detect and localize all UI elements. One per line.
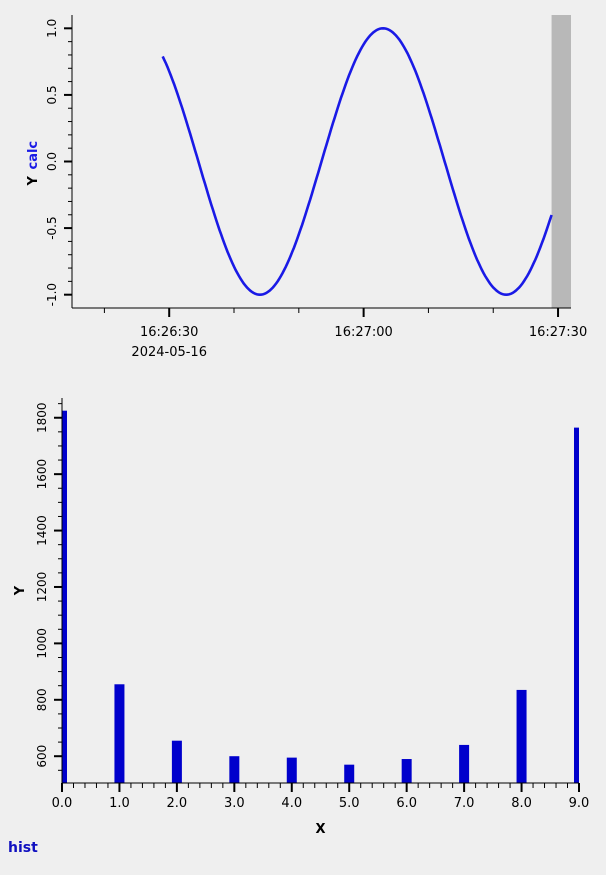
hist-footer-label: hist — [8, 840, 38, 856]
top-x-tick-label: 16:27:00 — [334, 325, 392, 340]
histogram-bar — [171, 740, 182, 783]
shaded-region — [551, 15, 571, 308]
bottom-x-tick-label: 3.0 — [224, 796, 245, 811]
histogram-bar — [516, 689, 527, 783]
bottom-y-tick-label: 1200 — [35, 572, 49, 603]
histogram-bar — [459, 744, 470, 783]
top-ylabel-text: Y — [26, 176, 41, 187]
hist-bar-chart: 600 800 1000 1200 1400 1600 1800 0.0 1.0 2.0 3.0 4.… — [13, 398, 589, 837]
histogram-bars — [62, 410, 579, 783]
bottom-x-tick-label: 5.0 — [339, 796, 360, 811]
bottom-x-tick-label: 6.0 — [396, 796, 417, 811]
histogram-bar — [401, 759, 412, 783]
calc-time-series-chart: 1.0 0.5 0.0 -0.5 -1.0 16:26:30 16:27:00 16:27:3… — [26, 15, 587, 360]
bottom-y-tick-label: 1400 — [35, 515, 49, 546]
bottom-x-tick-label: 7.0 — [454, 796, 475, 811]
top-y-tick-label: 0.5 — [45, 85, 59, 104]
bottom-chart-axes: 600 800 1000 1200 1400 1600 1800 0.0 1.0 2.0 3.0 4.… — [35, 398, 589, 811]
histogram-bar — [574, 427, 579, 783]
histogram-bar — [114, 684, 125, 783]
x-axis-date-label: 2024-05-16 — [131, 345, 207, 360]
top-y-tick-label: 0.0 — [45, 152, 59, 171]
histogram-bar — [229, 756, 240, 783]
bottom-y-tick-label: 600 — [35, 745, 49, 768]
y-axis-label: Y — [13, 585, 28, 596]
histogram-bar — [286, 757, 297, 783]
bottom-y-tick-label: 800 — [35, 688, 49, 711]
bottom-x-tick-label: 8.0 — [511, 796, 532, 811]
calc-series-line — [161, 26, 553, 297]
bottom-x-tick-label: 0.0 — [52, 796, 73, 811]
top-y-tick-label: -0.5 — [45, 216, 59, 239]
bottom-x-tick-label: 9.0 — [569, 796, 590, 811]
top-x-tick-label: 16:26:30 — [140, 325, 198, 340]
top-y-tick-label: -1.0 — [45, 283, 59, 306]
top-chart-axes: 1.0 0.5 0.0 -0.5 -1.0 16:26:30 16:27:00 16:27:3… — [45, 15, 587, 340]
series-name-label: calc — [26, 141, 41, 170]
x-axis-label: X — [315, 822, 325, 837]
bottom-x-tick-label: 4.0 — [281, 796, 302, 811]
bottom-y-tick-label: 1000 — [35, 628, 49, 659]
top-y-tick-label: 1.0 — [45, 19, 59, 38]
histogram-bar — [344, 764, 355, 783]
bottom-y-tick-label: 1600 — [35, 459, 49, 490]
bottom-x-tick-label: 2.0 — [167, 796, 188, 811]
bottom-x-tick-label: 1.0 — [109, 796, 130, 811]
bottom-y-tick-label: 1800 — [35, 402, 49, 433]
histogram-bar — [62, 410, 67, 783]
top-y-axis-label: Y calc — [26, 141, 41, 187]
top-x-tick-label: 16:27:30 — [529, 325, 587, 340]
